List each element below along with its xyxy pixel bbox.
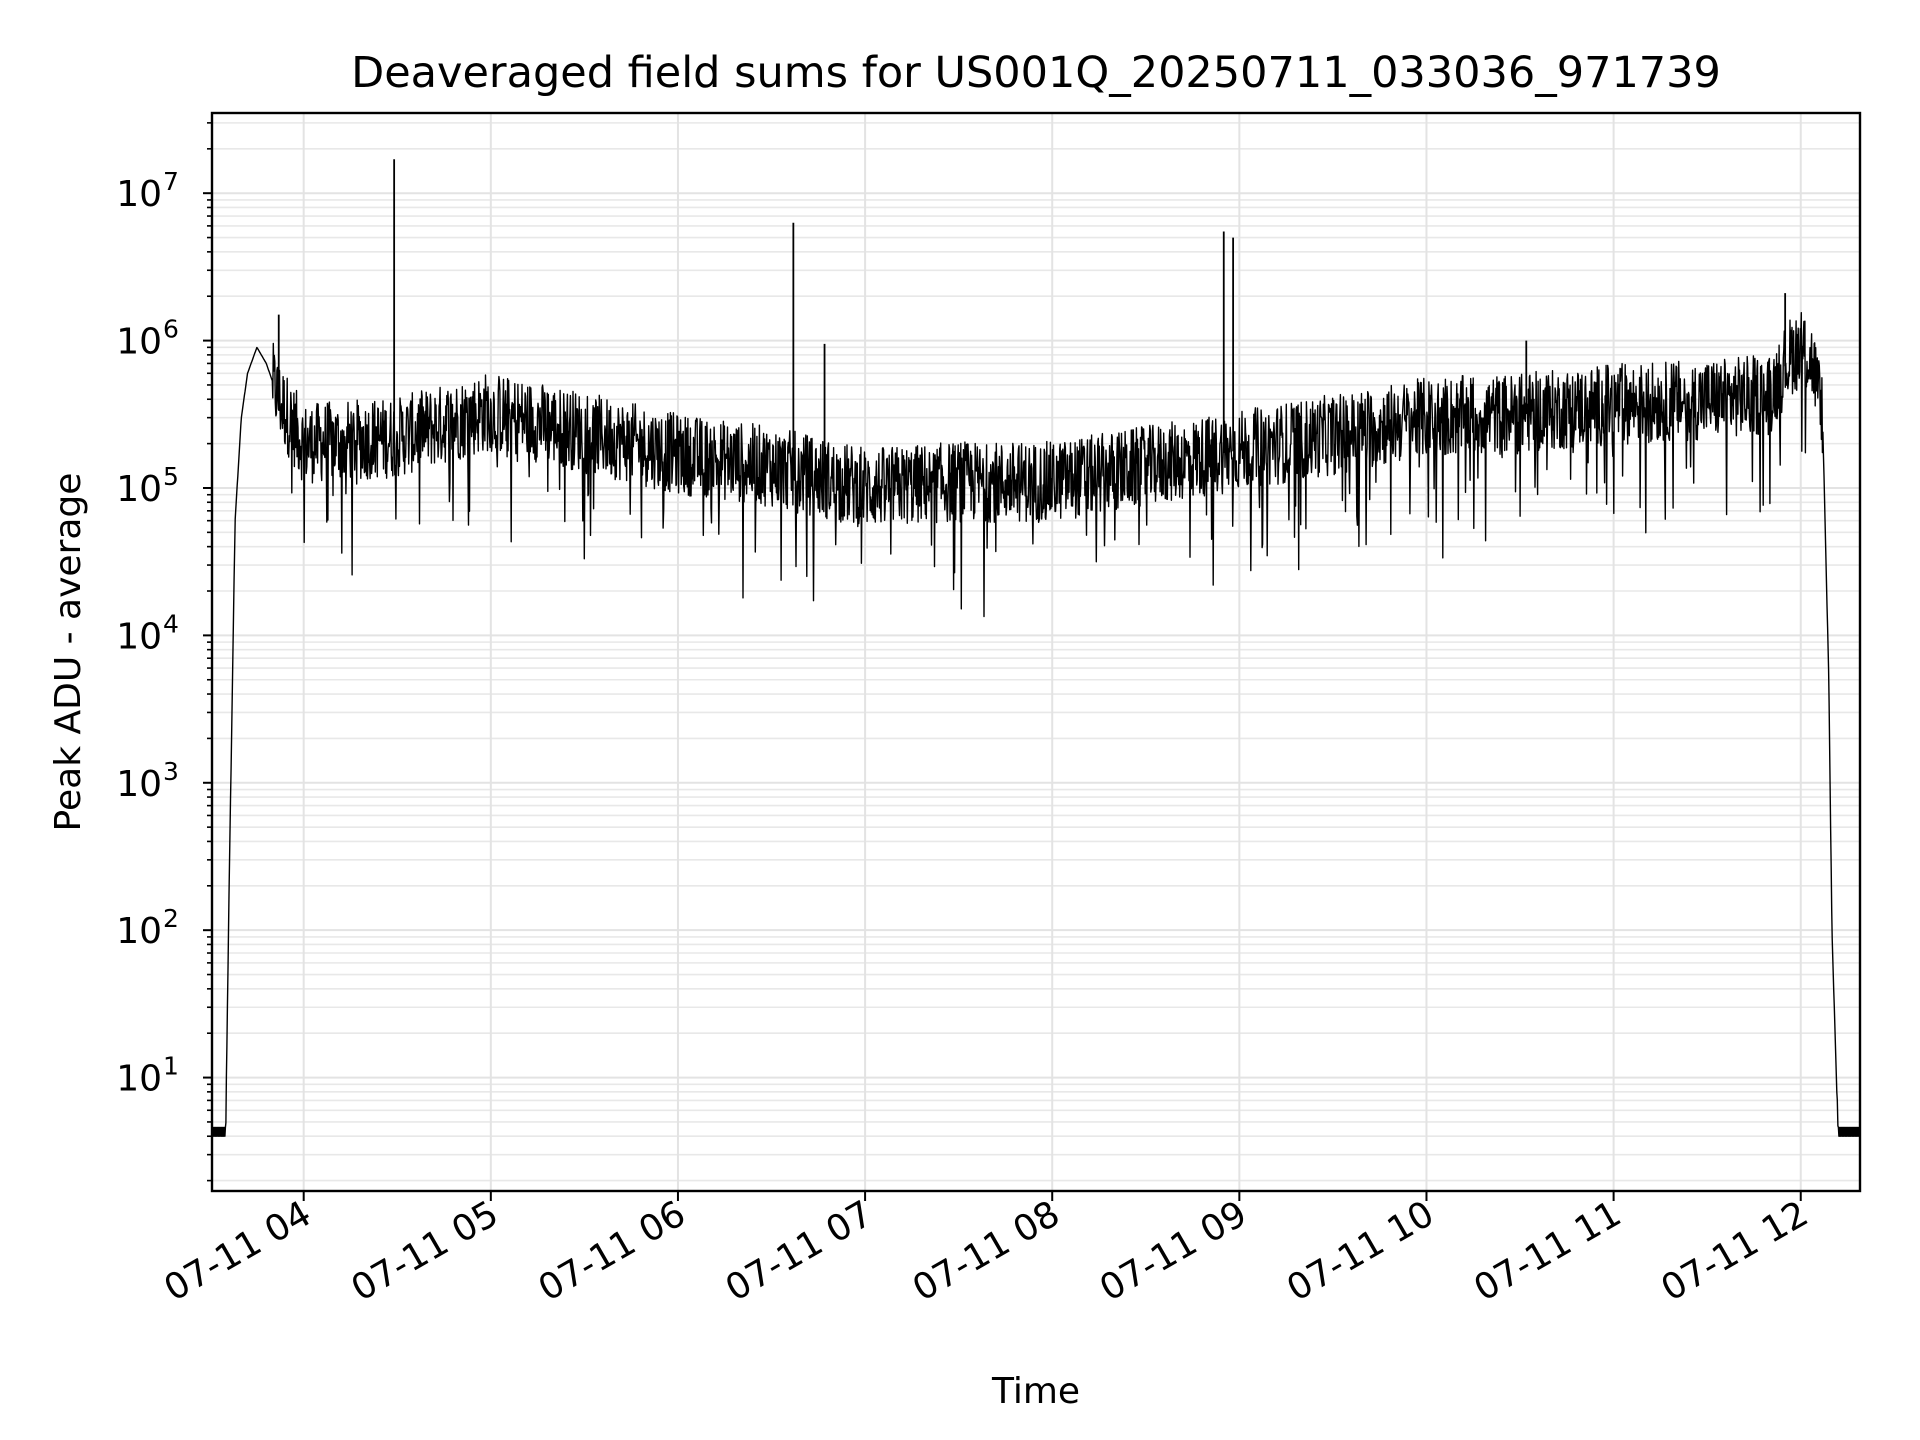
y-tick-exponent: 6 [163, 315, 179, 344]
y-tick-exponent: 7 [163, 167, 179, 196]
axes-frame [210, 111, 1862, 1193]
y-tick-exponent: 4 [163, 609, 179, 638]
y-tick-exponent: 5 [163, 462, 179, 491]
y-tick-label: 10 [116, 616, 162, 657]
plot-area [211, 159, 1861, 1137]
series-line [211, 312, 1861, 1137]
y-tick-label: 10 [116, 1059, 162, 1100]
y-tick-exponent: 2 [163, 904, 179, 933]
x-axis-label: Time [991, 1371, 1080, 1412]
y-tick-label: 10 [116, 469, 162, 510]
chart-title: Deaveraged field sums for US001Q_2025071… [351, 48, 1721, 98]
y-tick-label: 10 [116, 911, 162, 952]
y-tick-label: 10 [116, 322, 162, 363]
grid [212, 113, 1860, 1191]
y-tick-exponent: 1 [163, 1052, 179, 1081]
y-tick-exponent: 3 [163, 757, 179, 786]
y-tick-label: 10 [116, 174, 162, 215]
y-axis-label: Peak ADU - average [48, 473, 89, 832]
y-tick-label: 10 [116, 764, 162, 805]
